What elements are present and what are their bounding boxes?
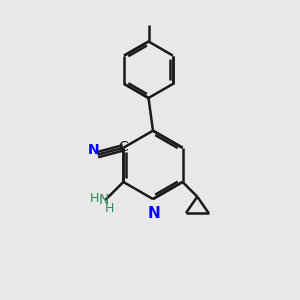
Text: C: C (118, 140, 128, 154)
Text: H: H (89, 192, 99, 205)
Text: N: N (99, 194, 109, 207)
Text: H: H (105, 202, 114, 214)
Text: N: N (88, 143, 100, 157)
Text: N: N (148, 206, 161, 220)
